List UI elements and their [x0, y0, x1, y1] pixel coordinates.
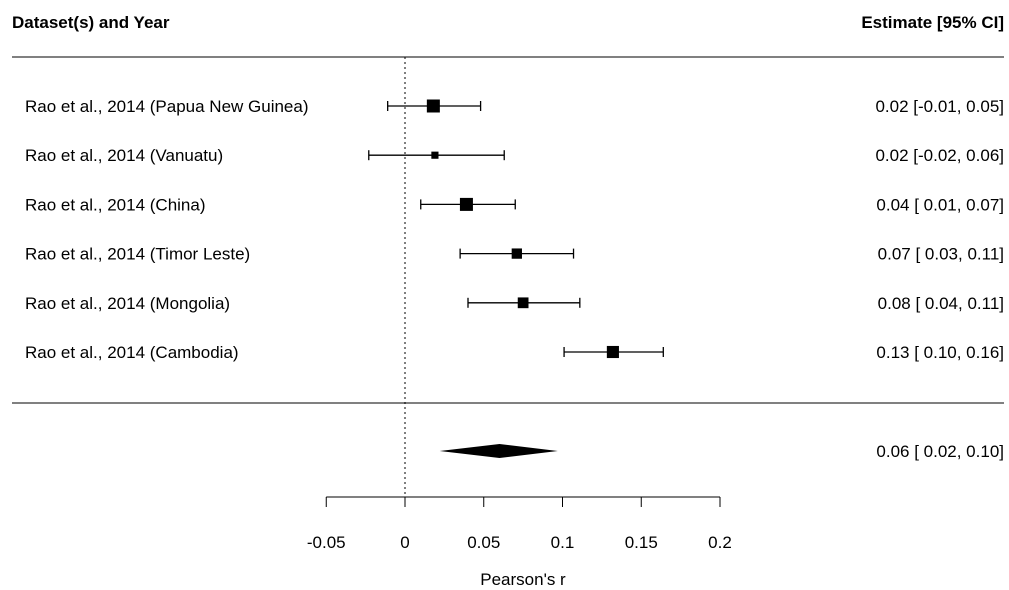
x-axis: -0.05 0 0.05 0.1 0.15 0.2	[307, 496, 732, 552]
point-estimate-marker	[431, 151, 439, 159]
study-row: Rao et al., 2014 (Papua New Guinea) 0.02 …	[25, 97, 1004, 116]
study-row: Rao et al., 2014 (Vanuatu) 0.02 [-0.02, 0…	[25, 146, 1004, 165]
x-tick-label: 0.1	[551, 533, 575, 552]
summary-diamond	[439, 444, 558, 458]
study-label: Rao et al., 2014 (Cambodia)	[25, 343, 239, 362]
x-tick-label: 0.15	[625, 533, 658, 552]
point-estimate-marker	[606, 345, 619, 359]
study-label: Rao et al., 2014 (Timor Leste)	[25, 245, 250, 264]
study-label: Rao et al., 2014 (China)	[25, 195, 206, 214]
study-estimate-text: 0.02 [-0.02, 0.06]	[875, 146, 1004, 165]
point-estimate-marker	[511, 248, 522, 259]
study-estimate-text: 0.04 [ 0.01, 0.07]	[876, 195, 1004, 214]
study-estimate-text: 0.07 [ 0.03, 0.11]	[878, 245, 1004, 264]
x-tick-label: 0.05	[467, 533, 500, 552]
study-label: Rao et al., 2014 (Papua New Guinea)	[25, 97, 309, 116]
study-row: Rao et al., 2014 (China) 0.04 [ 0.01, 0.0…	[25, 195, 1004, 214]
study-rows: Rao et al., 2014 (Papua New Guinea) 0.02 …	[25, 97, 1004, 362]
header-left: Dataset(s) and Year	[12, 13, 170, 32]
x-tick-label: -0.05	[307, 533, 346, 552]
point-estimate-marker	[517, 297, 529, 309]
study-estimate-text: 0.02 [-0.01, 0.05]	[875, 97, 1004, 116]
point-estimate-marker	[459, 197, 473, 211]
x-axis-title: Pearson's r	[480, 570, 566, 589]
summary-row: 0.06 [ 0.02, 0.10]	[439, 442, 1004, 461]
study-estimate-text: 0.13 [ 0.10, 0.16]	[876, 343, 1004, 362]
x-tick-label: 0	[400, 533, 409, 552]
study-label: Rao et al., 2014 (Vanuatu)	[25, 146, 223, 165]
study-row: Rao et al., 2014 (Cambodia) 0.13 [ 0.10, …	[25, 343, 1004, 362]
study-label: Rao et al., 2014 (Mongolia)	[25, 294, 230, 313]
point-estimate-marker	[426, 99, 440, 113]
study-row: Rao et al., 2014 (Mongolia) 0.08 [ 0.04, …	[25, 294, 1004, 313]
summary-estimate-text: 0.06 [ 0.02, 0.10]	[876, 442, 1004, 461]
header-right: Estimate [95% CI]	[861, 13, 1004, 32]
x-tick-label: 0.2	[708, 533, 732, 552]
study-row: Rao et al., 2014 (Timor Leste) 0.07 [ 0.0…	[25, 245, 1004, 264]
study-estimate-text: 0.08 [ 0.04, 0.11]	[878, 294, 1004, 313]
